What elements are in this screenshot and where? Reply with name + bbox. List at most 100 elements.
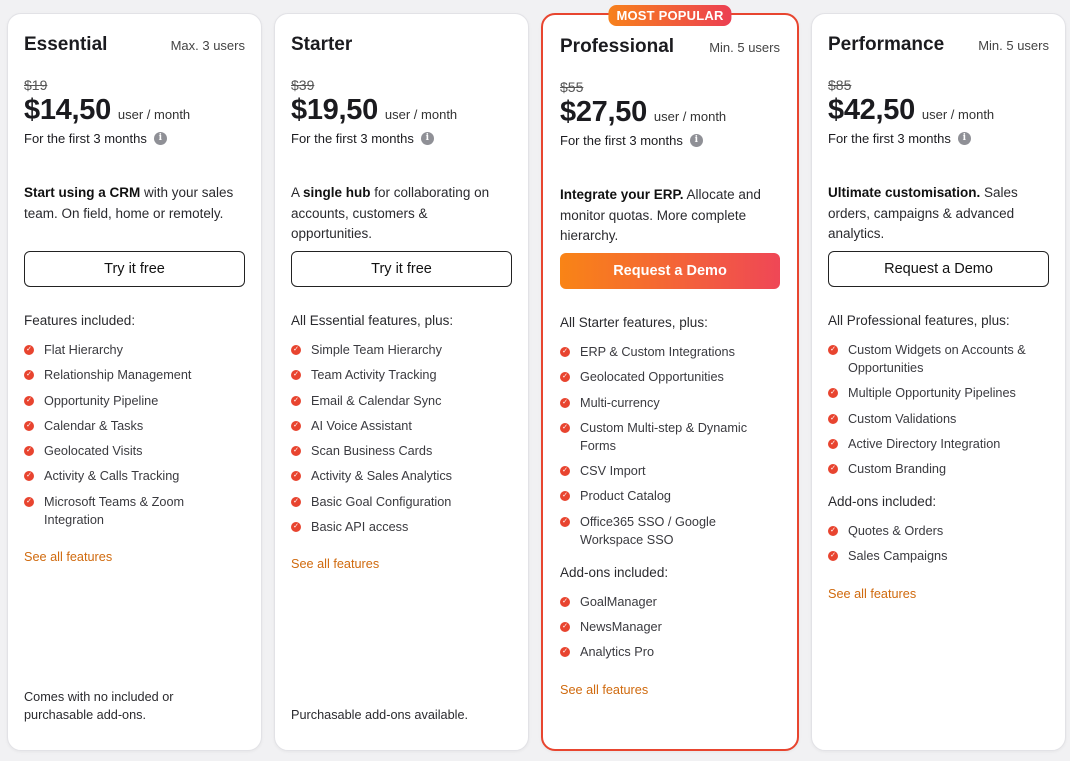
feature-list: ✓ Simple Team Hierarchy ✓ Team Activity Tr… [291, 341, 512, 536]
check-circle-icon: ✓ [828, 526, 838, 537]
check-circle-icon: ✓ [560, 516, 570, 527]
plan-name: Essential [24, 34, 108, 55]
price-unit: user / month [384, 107, 458, 122]
feature-item: ✓ Custom Validations [828, 410, 1049, 428]
check-circle-icon: ✓ [291, 370, 301, 381]
check-circle-icon: ✓ [24, 471, 34, 482]
check-circle-icon: ✓ [560, 422, 570, 433]
addons-title: Add-ons included: [560, 564, 669, 580]
check-circle-icon: ✓ [828, 413, 838, 424]
check-circle-icon: ✓ [24, 446, 34, 457]
info-icon[interactable]: i [420, 132, 434, 145]
check-circle-icon: ✓ [560, 372, 570, 383]
see-all-features-link[interactable]: See all features [828, 586, 917, 601]
addon-list: ✓ Quotes & Orders ✓ Sales Campaigns [828, 522, 1049, 565]
plan-description: Start using a CRM with your sales team. … [24, 185, 234, 221]
feature-item: ✓ Custom Branding [828, 460, 1049, 478]
feature-item: ✓ Activity & Sales Analytics [291, 467, 512, 485]
feature-item: ✓ Basic Goal Configuration [291, 493, 512, 511]
addons-note: Purchasable add-ons available. [291, 708, 469, 722]
plan-users: Min. 5 users [709, 40, 780, 55]
check-circle-icon: ✓ [828, 551, 838, 562]
features-title: All Essential features, plus: [291, 313, 454, 328]
feature-item: ✓ Calendar & Tasks [24, 417, 245, 435]
features-title: Features included: [24, 313, 136, 328]
price-unit: user / month [117, 107, 191, 122]
price: $27,50 [560, 96, 647, 128]
plan-card-performance: Performance Min. 5 users $85 $42,50 user… [811, 13, 1066, 751]
check-circle-icon: ✓ [24, 370, 34, 381]
plan-users: Max. 3 users [170, 38, 245, 53]
plan-card-starter: Starter $39 $19,50 user / month For the … [274, 13, 529, 751]
addon-item: ✓ Sales Campaigns [828, 547, 1049, 565]
addon-item: ✓ Quotes & Orders [828, 522, 1049, 540]
check-circle-icon: ✓ [560, 466, 570, 477]
feature-item: ✓ Activity & Calls Tracking [24, 467, 245, 485]
promo-note: For the first 3 months [291, 131, 414, 146]
check-circle-icon: ✓ [291, 522, 301, 533]
feature-item: ✓ Email & Calendar Sync [291, 392, 512, 410]
check-circle-icon: ✓ [24, 345, 34, 355]
feature-item: ✓ Geolocated Visits [24, 442, 245, 460]
feature-list: ✓ Custom Widgets on Accounts & Opportunit… [828, 341, 1049, 478]
promo-note: For the first 3 months [560, 133, 683, 148]
feature-item: ✓ Active Directory Integration [828, 435, 1049, 453]
feature-item: ✓ Multiple Opportunity Pipelines [828, 384, 1049, 402]
price: $42,50 [828, 94, 915, 126]
see-all-features-link[interactable]: See all features [291, 557, 380, 572]
see-all-features-link[interactable]: See all features [24, 550, 113, 565]
check-circle-icon: ✓ [828, 345, 838, 355]
addons-title: Add-ons included: [828, 494, 937, 510]
feature-item: ✓ Team Activity Tracking [291, 366, 512, 384]
price: $14,50 [24, 94, 111, 126]
feature-item: ✓ Geolocated Opportunities [560, 368, 780, 386]
check-circle-icon: ✓ [24, 420, 34, 431]
old-price: $55 [560, 79, 584, 95]
price-unit: user / month [653, 109, 727, 124]
check-circle-icon: ✓ [24, 395, 34, 406]
plan-description: Ultimate customisation. Sales orders, ca… [828, 185, 1018, 241]
feature-item: ✓ Flat Hierarchy [24, 341, 245, 359]
check-circle-icon: ✓ [828, 438, 838, 449]
try-free-button[interactable]: Try it free [24, 251, 245, 287]
addon-item: ✓ NewsManager [560, 618, 780, 636]
addon-item: ✓ Analytics Pro [560, 643, 780, 661]
check-circle-icon: ✓ [291, 345, 301, 355]
info-icon[interactable]: i [957, 132, 971, 145]
request-demo-button[interactable]: Request a Demo [828, 251, 1049, 287]
plan-name: Starter [291, 34, 353, 55]
feature-item: ✓ Multi-currency [560, 394, 780, 412]
most-popular-badge: MOST POPULAR [608, 5, 732, 26]
plan-name: Performance [828, 34, 945, 55]
check-circle-icon: ✓ [560, 397, 570, 408]
feature-item: ✓ Scan Business Cards [291, 442, 512, 460]
feature-item: ✓ Microsoft Teams & Zoom Integration [24, 493, 245, 529]
request-demo-button[interactable]: Request a Demo [560, 253, 780, 289]
plan-users: Min. 5 users [978, 38, 1049, 53]
check-circle-icon: ✓ [291, 395, 301, 406]
feature-list: ✓ Flat Hierarchy ✓ Relationship Management… [24, 341, 245, 529]
feature-item: ✓ Relationship Management [24, 366, 245, 384]
check-circle-icon: ✓ [560, 347, 570, 357]
features-title: All Professional features, plus: [828, 313, 1010, 328]
info-icon[interactable]: i [153, 132, 167, 145]
feature-item: ✓ CSV Import [560, 462, 780, 480]
check-circle-icon: ✓ [560, 622, 570, 633]
plan-card-essential: Essential Max. 3 users $19 $14,50 user /… [7, 13, 262, 751]
see-all-features-link[interactable]: See all features [560, 682, 649, 697]
check-circle-icon: ✓ [560, 491, 570, 502]
check-circle-icon: ✓ [828, 464, 838, 475]
check-circle-icon: ✓ [291, 496, 301, 507]
check-circle-icon: ✓ [828, 388, 838, 399]
plan-card-professional: MOST POPULAR Professional Min. 5 users $… [541, 5, 799, 751]
addon-item: ✓ GoalManager [560, 593, 780, 611]
feature-item: ✓ Office365 SSO / Google Workspace SSO [560, 513, 780, 549]
old-price: $19 [24, 77, 48, 93]
feature-item: ✓ ERP & Custom Integrations [560, 343, 780, 361]
old-price: $39 [291, 77, 315, 93]
info-icon[interactable]: i [689, 134, 703, 147]
plan-description: Integrate your ERP. Allocate and monitor… [560, 187, 761, 243]
old-price: $85 [828, 77, 852, 93]
feature-item: ✓ Simple Team Hierarchy [291, 341, 512, 359]
try-free-button[interactable]: Try it free [291, 251, 512, 287]
